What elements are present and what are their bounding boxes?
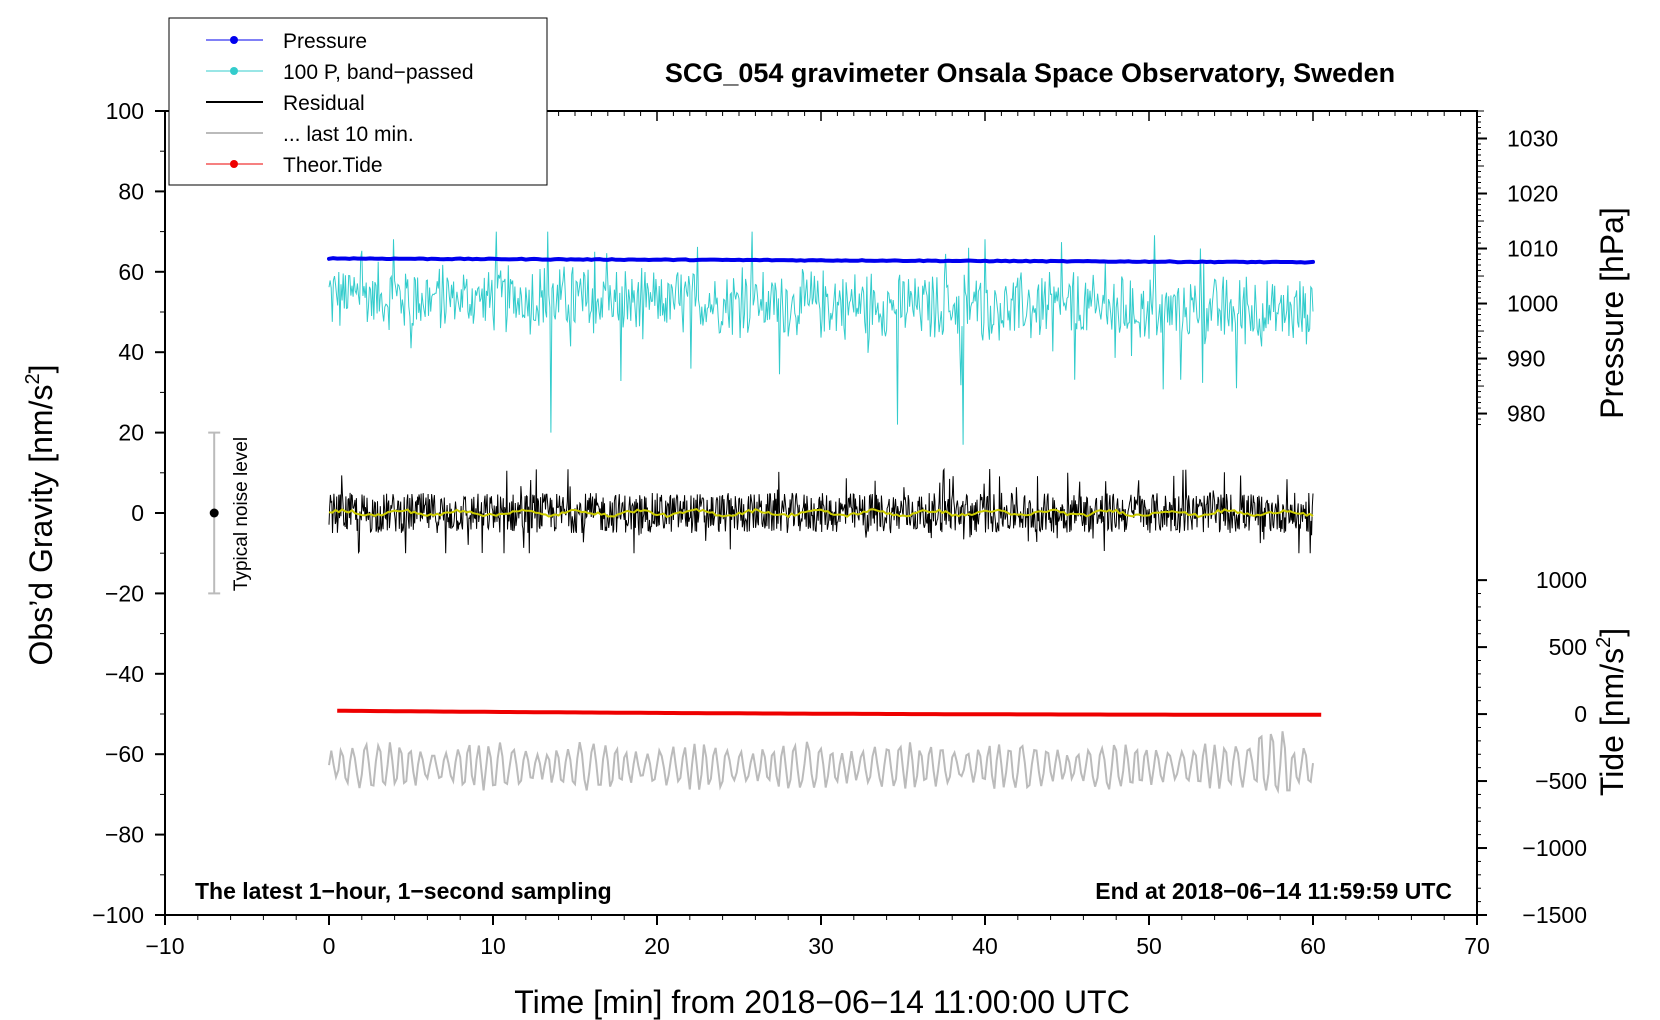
series-residual-line (328, 467, 1314, 555)
pressure-tick-label: 1010 (1507, 236, 1558, 262)
series-last10-line (328, 731, 1314, 795)
pressure-axis-title: Pressure [hPa] (1594, 207, 1630, 419)
chart-title: SCG_054 gravimeter Onsala Space Observat… (665, 58, 1395, 88)
y-tick-label: 0 (131, 500, 144, 526)
tide-axis-title-end: ] (1594, 628, 1630, 637)
legend-label-last10: ... last 10 min. (283, 123, 414, 146)
y-tick-label: 100 (106, 98, 144, 124)
y-tick-label: −80 (105, 822, 144, 848)
series-residual-smoothed-line (328, 508, 1314, 519)
noise-bar-label: Typical noise level (231, 437, 252, 591)
x-tick-label: 20 (644, 933, 670, 959)
y-axis-title: Obs’d Gravity [nm/s2] (22, 365, 59, 666)
series-tide-line (337, 708, 1322, 717)
y-tick-label: −100 (92, 902, 144, 928)
y-axis-title-end: ] (23, 365, 59, 374)
pressure-tick-label: 980 (1507, 401, 1545, 427)
tick-marks (155, 110, 1487, 925)
legend-marker-tide (230, 160, 238, 168)
legend-marker-bandpassed (230, 67, 238, 75)
y-tick-label: 20 (118, 420, 144, 446)
tide-axis-title: Tide [nm/s2] (1593, 628, 1630, 796)
noise-bar (208, 431, 221, 595)
x-tick-label: 50 (1136, 933, 1162, 959)
tide-axis-title-main: Tide [nm/s (1594, 648, 1630, 796)
series-pressure-line (327, 256, 1315, 265)
x-axis-title: Time [min] from 2018−06−14 11:00:00 UTC (514, 984, 1129, 1020)
x-tick-label: 10 (480, 933, 506, 959)
tide-tick-labels: −1500 −1000 −500 0 500 1000 (1522, 567, 1587, 928)
x-tick-label: 40 (972, 933, 998, 959)
noise-bar-center-dot (209, 508, 219, 518)
y-tick-label: 40 (118, 339, 144, 365)
legend-label-tide: Theor.Tide (283, 154, 383, 177)
x-tick-label: 60 (1300, 933, 1326, 959)
tide-tick-label: 1000 (1536, 567, 1587, 593)
x-tick-label: 70 (1464, 933, 1490, 959)
y-tick-label: −60 (105, 741, 144, 767)
y-axis-title-main: Obs’d Gravity [nm/s (23, 385, 59, 666)
y-tick-label: 80 (118, 178, 144, 204)
legend-label-residual: Residual (283, 92, 365, 115)
tide-axis-title-sup: 2 (1593, 637, 1615, 648)
tide-tick-label: −1000 (1522, 835, 1587, 861)
legend-marker-pressure (230, 36, 238, 44)
x-tick-label: 30 (808, 933, 834, 959)
legend: Pressure 100 P, band−passed Residual ...… (168, 17, 548, 186)
y-tick-label: 60 (118, 259, 144, 285)
y-tick-label: −40 (105, 661, 144, 687)
series-bandpassed-line (328, 231, 1314, 445)
pressure-tick-labels: 980 990 1000 1010 1020 1030 (1507, 126, 1558, 427)
tide-tick-label: 0 (1574, 701, 1587, 727)
pressure-tick-label: 990 (1507, 346, 1545, 372)
legend-label-pressure: Pressure (283, 30, 367, 53)
pressure-tick-label: 1000 (1507, 291, 1558, 317)
right-annotation: End at 2018−06−14 11:59:59 UTC (1095, 878, 1452, 904)
x-tick-label: 0 (323, 933, 336, 959)
series-layer (327, 231, 1322, 795)
tide-tick-label: −500 (1535, 768, 1587, 794)
pressure-tick-label: 1030 (1507, 126, 1558, 152)
x-tick-label: −10 (145, 933, 184, 959)
tide-tick-label: −1500 (1522, 902, 1587, 928)
y-axis-title-sup: 2 (22, 373, 44, 384)
pressure-tick-label: 1020 (1507, 181, 1558, 207)
tide-tick-label: 500 (1549, 634, 1587, 660)
y-tick-label: −20 (105, 580, 144, 606)
y-tick-labels: −100 −80 −60 −40 −20 0 20 40 60 80 100 (92, 98, 144, 928)
left-annotation: The latest 1−hour, 1−second sampling (195, 878, 612, 904)
legend-label-bandpassed: 100 P, band−passed (283, 61, 474, 84)
x-tick-labels: −10 0 10 20 30 40 50 60 70 (145, 933, 1489, 959)
